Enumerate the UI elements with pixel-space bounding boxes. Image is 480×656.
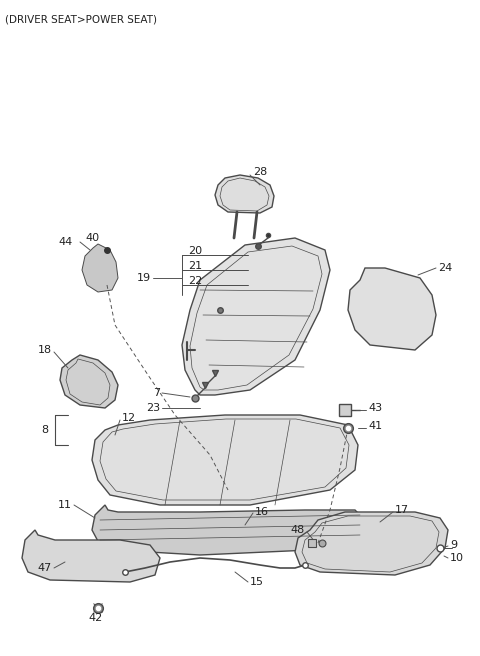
Text: 8: 8 [41,425,48,435]
Text: 10: 10 [450,553,464,563]
Polygon shape [215,175,274,213]
Polygon shape [22,530,160,582]
Text: 47: 47 [38,563,52,573]
Text: 48: 48 [291,525,305,535]
Text: 42: 42 [88,613,102,623]
Text: 20: 20 [188,246,202,256]
Text: 28: 28 [253,167,267,177]
Polygon shape [82,244,118,292]
Text: 24: 24 [438,263,452,273]
Polygon shape [92,415,358,505]
Text: 11: 11 [58,500,72,510]
Text: 22: 22 [188,276,202,286]
Text: 15: 15 [250,577,264,587]
Text: 23: 23 [146,403,160,413]
Text: 12: 12 [122,413,136,423]
Text: 43: 43 [368,403,382,413]
Text: 41: 41 [368,421,382,431]
Text: 17: 17 [395,505,409,515]
Polygon shape [60,355,118,408]
Text: 7: 7 [153,388,160,398]
Text: 19: 19 [137,273,151,283]
Polygon shape [348,268,436,350]
Polygon shape [182,238,330,395]
Text: 18: 18 [38,345,52,355]
Text: 16: 16 [255,507,269,517]
Polygon shape [295,512,448,575]
Text: 9: 9 [450,540,457,550]
Text: (DRIVER SEAT>POWER SEAT): (DRIVER SEAT>POWER SEAT) [5,14,157,24]
Text: 44: 44 [58,237,72,247]
Polygon shape [92,505,365,555]
Text: 21: 21 [188,261,202,271]
Text: 40: 40 [85,233,99,243]
